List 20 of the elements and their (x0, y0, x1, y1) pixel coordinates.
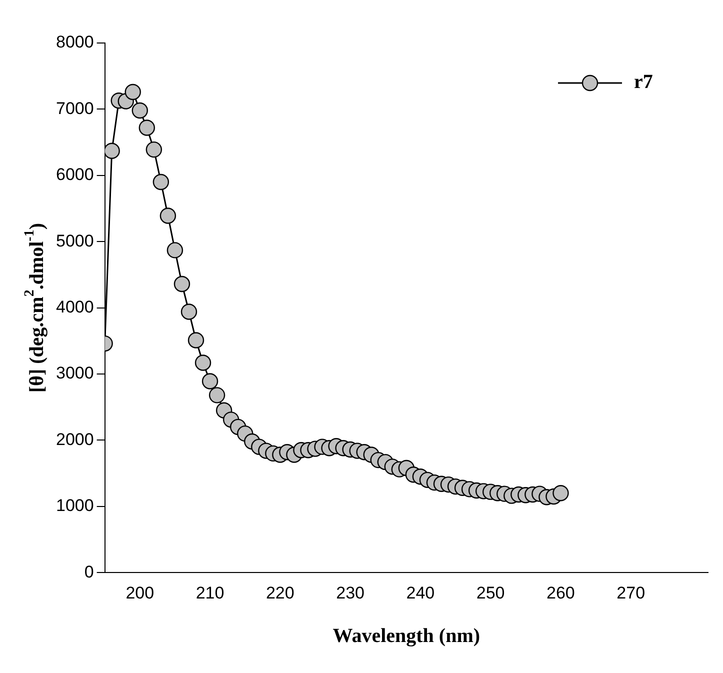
x-tick-label: 220 (266, 583, 294, 602)
y-tick-label: 6000 (56, 165, 94, 184)
x-axis-title: Wavelength (nm) (332, 625, 480, 648)
y-axis-title: [θ] (deg.cm2.dmol-1) (22, 222, 48, 393)
y-tick-label: 4000 (56, 297, 94, 316)
x-tick-label: 260 (546, 583, 575, 602)
x-tick-label: 240 (406, 583, 435, 602)
x-tick-label: 210 (196, 583, 224, 602)
y-tick-label: 1000 (56, 496, 94, 516)
y-tick-label: 8000 (56, 32, 94, 52)
x-tick-label: 230 (336, 583, 364, 602)
legend-label: r7 (634, 71, 653, 94)
y-tick-label: 2000 (56, 430, 94, 449)
x-tick-label: 250 (476, 583, 505, 602)
x-tick-label: 200 (126, 583, 154, 602)
y-tick-label: 7000 (56, 98, 94, 118)
y-tick-label: 5000 (56, 231, 94, 250)
y-tick-label: 0 (84, 562, 94, 582)
y-tick-label: 3000 (56, 364, 94, 383)
x-tick-label: 270 (616, 583, 646, 602)
